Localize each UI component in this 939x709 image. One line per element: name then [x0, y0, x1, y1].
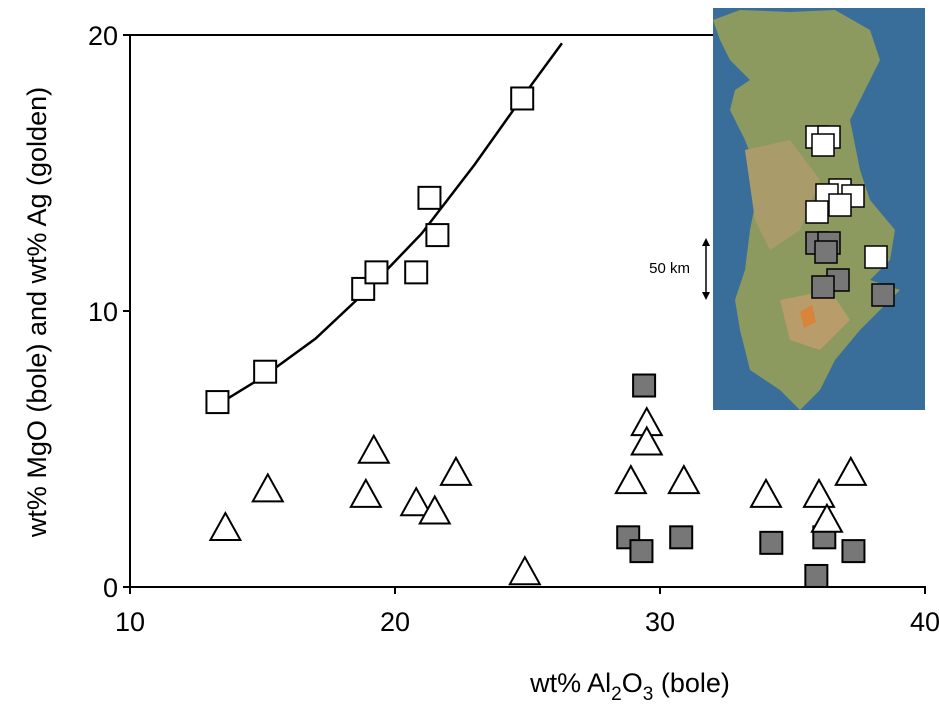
triangle-point: [441, 458, 471, 485]
scale-arrow: [702, 238, 710, 246]
map-site: [812, 134, 834, 156]
triangle-point: [836, 458, 866, 485]
map-site: [829, 194, 851, 216]
triangle-point: [669, 466, 699, 493]
y-axis-label: wt% MgO (bole) and wt% Ag (golden): [22, 87, 52, 538]
triangle-point: [616, 466, 646, 493]
map-site: [812, 276, 834, 298]
y-tick-label: 20: [88, 21, 118, 51]
square-point: [511, 87, 533, 109]
map-inset: 50 km: [649, 8, 925, 410]
x-label-part: (bole): [653, 668, 730, 698]
x-label-part: O: [622, 668, 643, 698]
triangle-point: [510, 557, 540, 584]
triangle-point: [351, 480, 381, 507]
x-tick-label: 10: [115, 607, 145, 637]
square-point: [842, 540, 864, 562]
triangle-point: [812, 505, 842, 532]
y-tick-label: 10: [88, 297, 118, 327]
square-point: [365, 261, 387, 283]
square-point: [633, 375, 655, 397]
triangle-point: [253, 474, 283, 501]
scale-arrow: [702, 292, 710, 300]
y-tick-label: 0: [103, 573, 118, 603]
x-tick-label: 40: [910, 607, 939, 637]
square-point: [206, 391, 228, 413]
x-tick-label: 30: [645, 607, 675, 637]
map-site: [806, 201, 828, 223]
map-site: [872, 284, 894, 306]
square-point: [760, 532, 782, 554]
square-point: [630, 540, 652, 562]
triangle-point: [751, 480, 781, 507]
x-tick-label: 20: [380, 607, 410, 637]
triangle-point: [359, 436, 389, 463]
x-label-sub: 3: [643, 684, 654, 705]
scale-label: 50 km: [649, 260, 690, 277]
chart: 50 km wt% Al2O3 (bole) wt% MgO (bole) an…: [0, 0, 939, 709]
square-point: [426, 224, 448, 246]
map-site: [815, 241, 837, 263]
triangle-point: [210, 513, 240, 540]
square-point: [670, 526, 692, 548]
x-label-part: wt% Al: [529, 668, 611, 698]
square-point: [254, 361, 276, 383]
square-point: [805, 565, 827, 587]
map-site: [865, 246, 887, 268]
x-label-sub: 2: [611, 684, 622, 705]
x-axis-label: wt% Al2O3 (bole): [529, 668, 730, 705]
square-point: [418, 187, 440, 209]
square-point: [405, 261, 427, 283]
triangle-point: [804, 480, 834, 507]
page: {"chart_data": {"type": "scatter", "xlab…: [0, 0, 939, 709]
